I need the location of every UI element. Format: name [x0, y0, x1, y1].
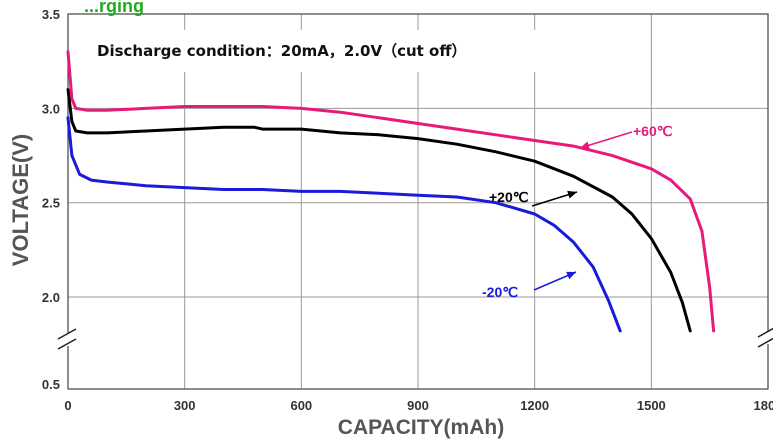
axis-break-gap	[59, 334, 77, 346]
y-tick-label: 2.0	[42, 290, 60, 305]
axis-break-slash	[757, 327, 773, 338]
series-label: +60℃	[633, 123, 673, 139]
header-fragment: ...rging	[84, 0, 144, 16]
y-tick-label: 2.5	[42, 196, 60, 211]
plot-frame	[67, 13, 769, 390]
arrow-head	[580, 141, 590, 150]
series-labels: +60℃ +20℃ -20℃	[482, 123, 673, 300]
axis-break-slash	[57, 338, 77, 350]
x-tick-label: 0	[64, 398, 71, 413]
axis-break-slash	[757, 337, 773, 348]
x-tick-label: 300	[174, 398, 196, 413]
y-tick-label: 3.5	[42, 7, 60, 22]
discharge-condition: Discharge condition：20mA，2.0V（cut off）	[97, 42, 467, 60]
grid	[68, 14, 768, 389]
x-tick-labels: 0 300 600 900 1200 1500 1800	[64, 398, 773, 413]
y-tick-label: 3.0	[42, 101, 60, 116]
series-label: +20℃	[489, 189, 529, 205]
y-tick-label: 0.5	[42, 377, 60, 392]
series-label: -20℃	[482, 284, 518, 300]
x-axis-title: CAPACITY(mAh)	[338, 416, 504, 439]
series-line	[66, 50, 716, 333]
x-tick-label: 600	[290, 398, 312, 413]
x-tick-label: 1500	[637, 398, 666, 413]
x-tick-label: 900	[407, 398, 429, 413]
series-line	[66, 88, 692, 333]
axis-break-marks	[57, 327, 773, 350]
x-tick-label: 1800	[754, 398, 773, 413]
x-tick-label: 1200	[520, 398, 549, 413]
y-tick-labels: 3.5 3.0 2.5 2.0 0.5	[42, 7, 60, 392]
arrow-head	[566, 271, 576, 280]
annotation-box	[82, 30, 556, 72]
y-axis-title: VOLTAGE(V)	[8, 134, 33, 266]
series-line	[66, 116, 622, 333]
label-arrows	[531, 131, 633, 291]
arrow-head	[567, 190, 577, 199]
axis-break-slash	[57, 328, 77, 340]
series-lines	[66, 50, 716, 333]
label-arrow	[579, 131, 633, 149]
